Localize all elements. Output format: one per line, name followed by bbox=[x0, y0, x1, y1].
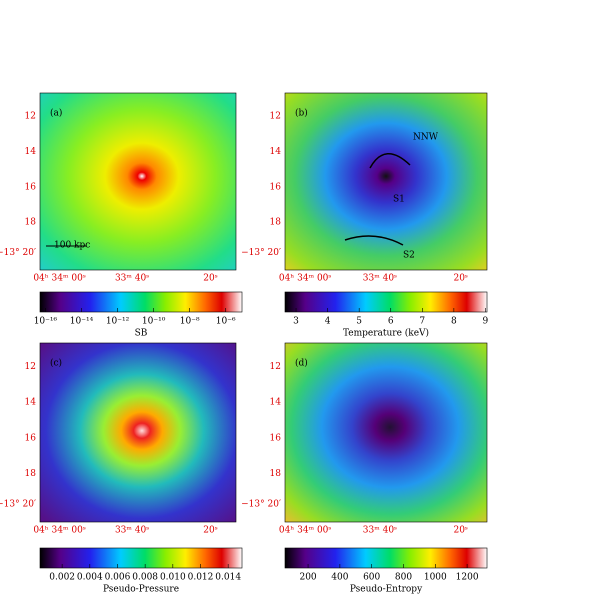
x-tick-label: 33ᵐ 40ˢ bbox=[115, 526, 149, 536]
y-tick-label: 14 bbox=[270, 147, 282, 157]
colorbar-tick-label: 10⁻¹⁶ bbox=[34, 317, 58, 327]
colorbar-tick-label: 800 bbox=[395, 573, 412, 583]
x-tick-label: 20ˢ bbox=[203, 526, 217, 536]
y-tick-label: −13° 20′ bbox=[0, 500, 36, 510]
annotation: NNW bbox=[413, 133, 439, 143]
x-tick-label: 33ᵐ 40ˢ bbox=[363, 274, 397, 284]
colorbar-tick-label: 7 bbox=[419, 317, 425, 327]
y-tick-label: 18 bbox=[25, 218, 37, 228]
colorbar-tick-label: 0.010 bbox=[160, 573, 186, 583]
colorbar-tick-label: 0.012 bbox=[188, 573, 214, 583]
map-image bbox=[284, 342, 488, 523]
y-tick-label: 16 bbox=[270, 182, 282, 192]
colorbar bbox=[39, 547, 243, 569]
panel-label: (b) bbox=[295, 108, 308, 119]
y-tick-label: 18 bbox=[270, 218, 282, 228]
colorbar-tick-label: 200 bbox=[299, 573, 316, 583]
y-tick-label: 14 bbox=[25, 147, 37, 157]
colorbar-tick-label: 1000 bbox=[424, 573, 447, 583]
annotation: S2 bbox=[403, 251, 415, 261]
colorbar-tick-label: 400 bbox=[331, 573, 348, 583]
colorbar-tick-label: 8 bbox=[451, 317, 457, 327]
colorbar-tick-label: 6 bbox=[388, 317, 394, 327]
x-tick-label: 20ˢ bbox=[453, 274, 467, 284]
colorbar-tick-label: 600 bbox=[363, 573, 380, 583]
x-tick-label: 20ˢ bbox=[453, 526, 467, 536]
x-tick-label: 04ʰ 34ᵐ 00ˢ bbox=[33, 274, 86, 284]
colorbar-tick-label: 9 bbox=[483, 317, 489, 327]
panel-label: (c) bbox=[50, 358, 62, 369]
y-tick-label: −13° 20′ bbox=[0, 248, 36, 258]
colorbar-title: Pseudo-Entropy bbox=[350, 585, 423, 595]
y-tick-label: −13° 20′ bbox=[241, 248, 281, 258]
colorbar-tick-label: 10⁻⁸ bbox=[180, 317, 200, 327]
y-tick-label: 18 bbox=[25, 469, 37, 479]
x-tick-label: 33ᵐ 40ˢ bbox=[363, 526, 397, 536]
y-tick-label: 14 bbox=[270, 398, 282, 408]
y-tick-label: 12 bbox=[270, 362, 281, 372]
shock-arc bbox=[344, 235, 404, 246]
colorbar-tick-label: 3 bbox=[293, 317, 299, 327]
annotation: S1 bbox=[393, 195, 405, 205]
y-tick-label: 16 bbox=[25, 182, 37, 192]
x-tick-label: 20ˢ bbox=[203, 274, 217, 284]
colorbar-title: Temperature (keV) bbox=[343, 328, 429, 339]
map-image bbox=[284, 92, 488, 271]
y-tick-label: 12 bbox=[25, 112, 36, 122]
x-tick-label: 04ʰ 34ᵐ 00ˢ bbox=[279, 274, 332, 284]
colorbar-tick-label: 0.014 bbox=[215, 573, 241, 583]
y-tick-label: 16 bbox=[25, 433, 37, 443]
y-tick-label: −13° 20′ bbox=[241, 500, 281, 510]
colorbar-title: Pseudo-Pressure bbox=[103, 585, 179, 595]
y-tick-label: 12 bbox=[270, 112, 281, 122]
colorbar-title: SB bbox=[135, 329, 148, 339]
y-tick-label: 16 bbox=[270, 433, 282, 443]
shock-arc bbox=[369, 153, 411, 169]
annotation: 100 kpc bbox=[54, 241, 90, 251]
panel-label: (a) bbox=[50, 108, 62, 119]
colorbar-tick-label: 0.008 bbox=[132, 573, 158, 583]
colorbar-tick-label: 10⁻⁶ bbox=[216, 317, 236, 327]
x-tick-label: 04ʰ 34ᵐ 00ˢ bbox=[279, 526, 332, 536]
colorbar bbox=[284, 291, 488, 313]
x-tick-label: 04ʰ 34ᵐ 00ˢ bbox=[33, 526, 86, 536]
panel-label: (d) bbox=[295, 358, 308, 369]
colorbar-tick-label: 10⁻¹² bbox=[106, 317, 130, 327]
y-tick-label: 14 bbox=[25, 398, 37, 408]
colorbar-tick-label: 5 bbox=[356, 317, 362, 327]
colorbar-tick-label: 0.002 bbox=[49, 573, 75, 583]
map-image bbox=[39, 92, 237, 271]
map-image bbox=[39, 342, 237, 523]
colorbar-tick-label: 0.004 bbox=[77, 573, 103, 583]
y-tick-label: 12 bbox=[25, 362, 36, 372]
colorbar-tick-label: 10⁻¹⁰ bbox=[142, 317, 166, 327]
colorbar bbox=[284, 547, 488, 569]
colorbar-tick-label: 10⁻¹⁴ bbox=[70, 317, 94, 327]
colorbar-tick-label: 1200 bbox=[456, 573, 479, 583]
colorbar bbox=[39, 291, 243, 313]
x-tick-label: 33ᵐ 40ˢ bbox=[115, 274, 149, 284]
colorbar-tick-label: 4 bbox=[325, 317, 331, 327]
y-tick-label: 18 bbox=[270, 469, 282, 479]
colorbar-tick-label: 0.006 bbox=[105, 573, 131, 583]
